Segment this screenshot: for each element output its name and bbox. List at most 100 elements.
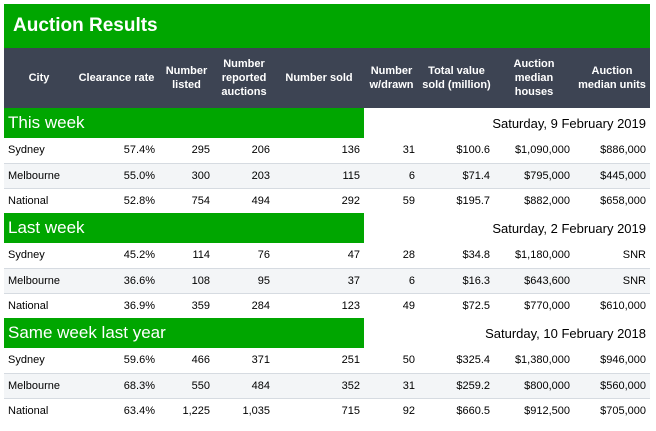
cell-clearance-rate: 57.4% — [123, 144, 155, 157]
section-date: Saturday, 2 February 2019 — [492, 220, 646, 236]
cell-number-sold: 115 — [274, 162, 364, 188]
cell-total-value: $72.5 — [419, 292, 494, 318]
col-header-total-value: Total value sold (million) — [419, 48, 494, 108]
cell-number-sold: 37 — [274, 267, 364, 293]
cell-city: Sydney — [8, 144, 45, 157]
cell-number-listed: 359 — [159, 292, 214, 318]
section-header-row: Last week Saturday, 2 February 2019 — [4, 213, 650, 243]
cell-total-value: $71.4 — [419, 162, 494, 188]
cell-reported-auctions: 484 — [214, 372, 274, 398]
cell-withdrawn: 6 — [364, 267, 419, 293]
cell-clearance-rate: 45.2% — [123, 249, 155, 262]
cell-number-sold: 136 — [341, 144, 360, 157]
cell-median-houses: $882,000 — [494, 187, 574, 213]
cell-city: Melbourne — [4, 267, 74, 293]
cell-median-houses: $1,380,000 — [514, 354, 570, 367]
cell-number-sold: 123 — [274, 292, 364, 318]
section-label: Same week last year — [4, 318, 364, 348]
cell-total-value: $100.6 — [456, 144, 490, 157]
section-label: This week — [4, 108, 364, 138]
cell-median-houses: $795,000 — [494, 162, 574, 188]
cell-number-listed: 114 — [192, 249, 210, 262]
cell-median-houses: $643,600 — [494, 267, 574, 293]
cell-total-value: $660.5 — [419, 397, 494, 423]
page-title: Auction Results — [4, 4, 650, 48]
cell-clearance-rate: 36.6% — [74, 267, 159, 293]
cell-city: Melbourne — [4, 372, 74, 398]
section-header-row: This week Saturday, 9 February 2019 — [4, 108, 650, 138]
cell-reported-auctions: 206 — [251, 144, 270, 157]
cell-reported-auctions: 1,035 — [214, 397, 274, 423]
cell-clearance-rate: 55.0% — [74, 162, 159, 188]
cell-median-units: $610,000 — [574, 292, 650, 318]
cell-total-value: $325.4 — [456, 354, 490, 367]
auction-results-panel: Auction Results City Clearance rate Numb… — [4, 4, 650, 423]
col-header-city: City — [4, 48, 74, 108]
col-header-number-listed: Number listed — [159, 48, 214, 108]
cell-number-sold: 715 — [274, 397, 364, 423]
cell-reported-auctions: 371 — [251, 354, 270, 367]
cell-clearance-rate: 52.8% — [74, 187, 159, 213]
cell-withdrawn: 31 — [364, 372, 419, 398]
cell-number-listed: 1,225 — [159, 397, 214, 423]
header-row: City Clearance rate Number listed Number… — [4, 48, 650, 108]
section-header-row: Same week last year Saturday, 10 February… — [4, 318, 650, 348]
cell-clearance-rate: 59.6% — [123, 354, 155, 367]
cell-number-listed: 550 — [159, 372, 214, 398]
cell-number-listed: 300 — [159, 162, 214, 188]
cell-city: National — [4, 397, 74, 423]
col-header-number-sold: Number sold — [274, 48, 364, 108]
cell-total-value: $195.7 — [419, 187, 494, 213]
cell-number-sold: 251 — [341, 354, 360, 367]
table-row: Melbourne 36.6% 108 95 37 6 $16.3 $643,600 SNR — [4, 267, 650, 293]
cell-clearance-rate: 63.4% — [74, 397, 159, 423]
cell-median-units: SNR — [574, 267, 650, 293]
cell-median-houses: $912,500 — [494, 397, 574, 423]
cell-median-units: $705,000 — [574, 397, 650, 423]
cell-reported-auctions: 76 — [257, 249, 270, 262]
cell-total-value: $34.8 — [462, 249, 490, 262]
table-row: Sydney 57.4% 295 206 136 31 $100.6 $1,090,000 $8… — [4, 138, 650, 163]
cell-median-houses: $800,000 — [494, 372, 574, 398]
cell-city: Melbourne — [4, 162, 74, 188]
section-date: Saturday, 10 February 2018 — [485, 325, 646, 341]
col-header-withdrawn: Number w/drawn — [364, 48, 419, 108]
cell-city: National — [4, 187, 74, 213]
table-row: National 52.8% 754 494 292 59 $195.7 $882,000 $6… — [4, 187, 650, 213]
cell-median-units: $560,000 — [574, 372, 650, 398]
cell-median-units: $445,000 — [574, 162, 650, 188]
col-header-median-houses: Auction median houses — [494, 48, 574, 108]
cell-city: Sydney — [8, 249, 45, 262]
cell-city: Sydney — [8, 354, 45, 367]
cell-withdrawn: 59 — [364, 187, 419, 213]
cell-withdrawn: 92 — [364, 397, 419, 423]
cell-reported-auctions: 284 — [214, 292, 274, 318]
cell-number-listed: 466 — [191, 354, 210, 367]
cell-median-houses: $1,180,000 — [514, 249, 570, 262]
cell-withdrawn: 6 — [364, 162, 419, 188]
cell-number-sold: 292 — [274, 187, 364, 213]
table-row: Melbourne 55.0% 300 203 115 6 $71.4 $795,000 $44… — [4, 162, 650, 188]
cell-number-listed: 754 — [159, 187, 214, 213]
table-row: Melbourne 68.3% 550 484 352 31 $259.2 $800,000 $… — [4, 372, 650, 398]
table-row: National 63.4% 1,225 1,035 715 92 $660.5 $912,5… — [4, 397, 650, 423]
cell-clearance-rate: 68.3% — [74, 372, 159, 398]
cell-reported-auctions: 95 — [214, 267, 274, 293]
cell-median-units: $658,000 — [574, 187, 650, 213]
cell-withdrawn: 49 — [364, 292, 419, 318]
section-label: Last week — [4, 213, 364, 243]
cell-number-sold: 47 — [347, 249, 360, 262]
cell-withdrawn: 31 — [402, 144, 415, 157]
cell-median-houses: $1,090,000 — [514, 144, 570, 157]
col-header-reported-auctions: Number reported auctions — [214, 48, 274, 108]
cell-median-units: $946,000 — [600, 354, 646, 367]
table-row: Sydney 59.6% 466 371 251 50 $325.4 $1,380,000 $9… — [4, 348, 650, 373]
cell-city: National — [4, 292, 74, 318]
cell-median-units: $886,000 — [600, 144, 646, 157]
cell-total-value: $259.2 — [419, 372, 494, 398]
cell-number-sold: 352 — [274, 372, 364, 398]
auction-results-table: City Clearance rate Number listed Number… — [4, 48, 650, 423]
table-row: National 36.9% 359 284 123 49 $72.5 $770,000 $61… — [4, 292, 650, 318]
col-header-median-units: Auction median units — [574, 48, 650, 108]
cell-reported-auctions: 494 — [214, 187, 274, 213]
